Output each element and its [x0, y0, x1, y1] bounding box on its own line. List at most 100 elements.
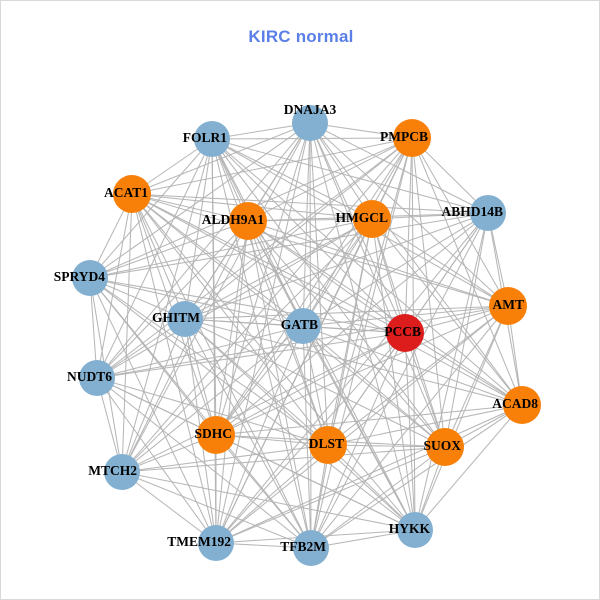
graph-edge [121, 325, 304, 473]
graph-edge [310, 218, 373, 549]
graph-edge [211, 138, 523, 406]
graph-edge [184, 218, 373, 320]
graph-node[interactable]: ACAD8 [492, 386, 541, 424]
node-circle-sdhc[interactable] [197, 416, 235, 454]
graph-edge [310, 404, 523, 549]
node-circle-mtch2[interactable] [104, 454, 140, 490]
graph-edge [89, 277, 406, 334]
node-label-acad8: ACAD8 [492, 396, 538, 411]
graph-edge [215, 444, 329, 544]
graph-edge [89, 277, 312, 549]
graph-edge [215, 404, 523, 436]
graph-edge [131, 193, 329, 446]
graph-edge [121, 193, 133, 473]
graph-edge [121, 318, 186, 473]
node-circle-suox[interactable] [426, 428, 464, 466]
graph-node[interactable]: HYKK [389, 512, 433, 548]
graph-edge [96, 325, 304, 379]
graph-edge [302, 137, 413, 327]
node-label-suox: SUOX [423, 438, 461, 453]
node-circle-spryd4[interactable] [72, 260, 108, 296]
graph-node[interactable]: DLST [309, 426, 347, 464]
node-circle-pmpcb[interactable] [393, 119, 431, 157]
graph-edge [309, 122, 489, 214]
graph-node[interactable]: PMPCB [380, 119, 431, 157]
node-label-aldh9a1: ALDH9A1 [202, 212, 265, 227]
graph-edge [444, 212, 489, 448]
graph-node[interactable]: ALDH9A1 [202, 202, 267, 240]
graph-edge [96, 220, 249, 379]
graph-node[interactable]: FOLR1 [183, 121, 230, 157]
graph-edge [414, 212, 489, 531]
graph-node[interactable]: TFB2M [280, 530, 329, 566]
graph-edge [131, 193, 186, 320]
graph-node[interactable]: SDHC [194, 416, 235, 454]
node-circle-hmgcl[interactable] [353, 200, 391, 238]
node-circle-ghitm[interactable] [167, 301, 203, 337]
graph-edge [309, 122, 373, 220]
node-circle-dnaja3[interactable] [292, 105, 328, 141]
graph-edge [184, 318, 217, 436]
node-circle-hykk[interactable] [397, 512, 433, 548]
graph-node[interactable]: TMEM192 [167, 525, 234, 561]
node-circle-nudt6[interactable] [79, 360, 115, 396]
node-label-hmgcl: HMGCL [336, 210, 389, 225]
node-circle-aldh9a1[interactable] [229, 202, 267, 240]
graph-edge [211, 138, 446, 448]
graph-node[interactable]: DNAJA3 [284, 102, 337, 141]
graph-node[interactable]: GHITM [152, 301, 203, 337]
node-label-mtch2: MTCH2 [88, 463, 137, 478]
graph-edge [184, 137, 413, 320]
node-label-pmpcb: PMPCB [380, 129, 428, 144]
node-circle-folr1[interactable] [194, 121, 230, 157]
node-circle-tmem192[interactable] [198, 525, 234, 561]
graph-edge [121, 218, 373, 473]
node-circle-abhd14b[interactable] [470, 195, 506, 231]
graph-edge [302, 325, 329, 446]
node-label-folr1: FOLR1 [183, 130, 228, 145]
node-circle-pccb[interactable] [386, 314, 424, 352]
graph-node[interactable]: MTCH2 [88, 454, 140, 490]
graph-node[interactable]: PCCB [384, 314, 424, 352]
graph-node[interactable]: SUOX [423, 428, 464, 466]
node-circle-acad8[interactable] [503, 386, 541, 424]
graph-node[interactable]: NUDT6 [67, 360, 115, 396]
graph-edge [404, 137, 413, 334]
graph-edge [131, 193, 489, 214]
graph-edge [184, 318, 329, 446]
node-label-ghitm: GHITM [152, 310, 200, 325]
graph-edge [404, 332, 446, 448]
graph-edge [184, 138, 213, 320]
graph-edge [302, 325, 312, 549]
graph-node[interactable]: ACAT1 [104, 175, 151, 213]
graph-edge [371, 218, 416, 531]
node-circle-dlst[interactable] [309, 426, 347, 464]
node-circle-gatb[interactable] [285, 308, 321, 344]
graph-node[interactable]: ABHD14B [441, 195, 506, 231]
graph-node[interactable]: GATB [281, 308, 321, 344]
graph-edge [215, 434, 416, 531]
graph-node[interactable]: SPRYD4 [54, 260, 108, 296]
graph-edge [131, 193, 509, 307]
graph-edge [121, 220, 249, 473]
graph-node[interactable]: HMGCL [336, 200, 392, 238]
graph-node[interactable]: AMT [489, 287, 527, 325]
node-label-acat1: ACAT1 [104, 185, 148, 200]
graph-edge [310, 446, 446, 549]
graph-edge [327, 404, 523, 446]
node-label-gatb: GATB [281, 317, 318, 332]
node-circle-acat1[interactable] [113, 175, 151, 213]
node-circle-amt[interactable] [489, 287, 527, 325]
graph-edge [184, 212, 489, 320]
graph-edge [371, 218, 406, 334]
graph-edge [121, 471, 217, 544]
graph-edge [89, 218, 373, 279]
graph-edge [404, 332, 416, 531]
graph-edge [215, 305, 509, 436]
node-label-amt: AMT [493, 297, 525, 312]
node-circle-tfb2m[interactable] [293, 530, 329, 566]
graph-edge [89, 122, 311, 279]
graph-edge [96, 377, 329, 446]
graph-edge [411, 137, 446, 448]
graph-edge [89, 277, 304, 327]
